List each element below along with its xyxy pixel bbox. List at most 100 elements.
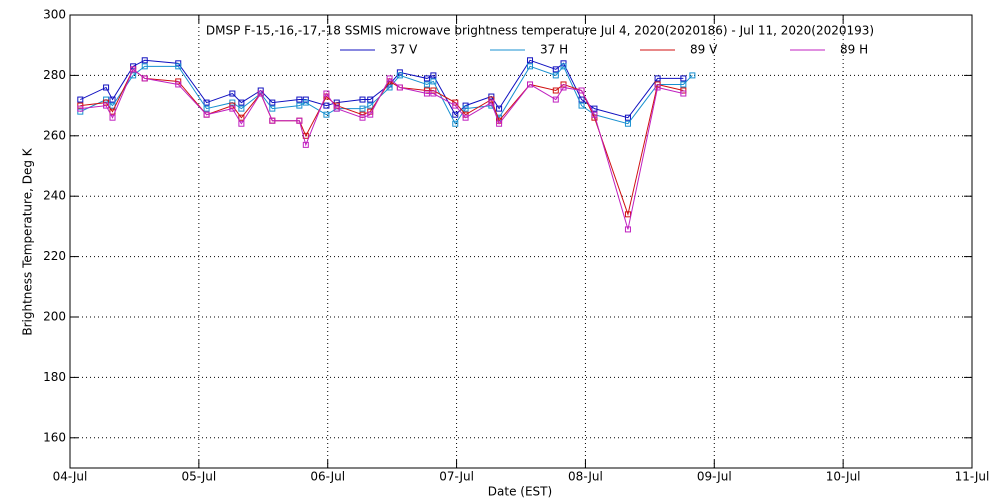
data-point bbox=[680, 75, 687, 82]
data-point bbox=[396, 72, 403, 79]
legend-label: 89 V bbox=[690, 43, 718, 57]
data-point bbox=[396, 84, 403, 91]
data-point bbox=[552, 66, 559, 73]
data-point bbox=[257, 90, 264, 97]
data-point bbox=[527, 81, 534, 88]
data-point bbox=[238, 114, 245, 121]
y-tick-label: 220 bbox=[43, 249, 66, 263]
data-point bbox=[430, 72, 437, 79]
data-point bbox=[591, 111, 598, 118]
data-point bbox=[296, 117, 303, 124]
data-point bbox=[103, 99, 110, 106]
data-point bbox=[302, 141, 309, 148]
data-point bbox=[430, 90, 437, 97]
data-point bbox=[452, 111, 459, 118]
data-point bbox=[323, 102, 330, 109]
data-point bbox=[624, 114, 631, 121]
data-point bbox=[238, 105, 245, 112]
data-point bbox=[269, 105, 276, 112]
data-point bbox=[302, 99, 309, 106]
data-point bbox=[462, 102, 469, 109]
data-point bbox=[203, 111, 210, 118]
data-point bbox=[552, 87, 559, 94]
data-point bbox=[103, 96, 110, 103]
plot-frame bbox=[69, 14, 973, 469]
data-point bbox=[103, 102, 110, 109]
data-point bbox=[430, 87, 437, 94]
data-point bbox=[527, 63, 534, 70]
data-point bbox=[488, 99, 495, 106]
data-point bbox=[77, 108, 84, 115]
data-point bbox=[175, 78, 182, 85]
data-point bbox=[130, 66, 137, 73]
data-point bbox=[203, 99, 210, 106]
data-point bbox=[229, 105, 236, 112]
data-point bbox=[689, 72, 696, 79]
x-tick-label: 06-Jul bbox=[310, 470, 345, 484]
data-point bbox=[552, 72, 559, 79]
x-axis-label: Date (EST) bbox=[488, 485, 552, 499]
x-tick-label: 04-Jul bbox=[53, 470, 88, 484]
data-point bbox=[560, 63, 567, 70]
y-tick-label: 280 bbox=[43, 68, 66, 82]
data-point bbox=[680, 90, 687, 97]
data-point bbox=[323, 90, 330, 97]
x-tick-label: 11-Jul bbox=[955, 470, 990, 484]
data-point bbox=[203, 105, 210, 112]
series-line bbox=[80, 68, 684, 230]
data-point bbox=[359, 96, 366, 103]
data-point bbox=[423, 90, 430, 97]
data-point bbox=[359, 114, 366, 121]
data-point bbox=[654, 81, 661, 88]
y-axis-label: Brightness Temperature, Deg K bbox=[21, 147, 35, 335]
data-point bbox=[238, 120, 245, 127]
data-point bbox=[77, 96, 84, 103]
data-point bbox=[109, 96, 116, 103]
data-point bbox=[496, 120, 503, 127]
data-point bbox=[527, 57, 534, 64]
data-point bbox=[624, 226, 631, 233]
data-point bbox=[624, 120, 631, 127]
data-point bbox=[680, 81, 687, 88]
data-point bbox=[591, 105, 598, 112]
data-point bbox=[296, 102, 303, 109]
legend-label: 37 H bbox=[540, 43, 568, 57]
data-point bbox=[560, 84, 567, 91]
x-tick-label: 05-Jul bbox=[181, 470, 216, 484]
y-tick-label: 300 bbox=[43, 8, 66, 22]
data-point bbox=[333, 105, 340, 112]
data-point bbox=[386, 84, 393, 91]
data-point bbox=[578, 102, 585, 109]
data-point bbox=[423, 87, 430, 94]
data-point bbox=[269, 99, 276, 106]
data-point bbox=[103, 84, 110, 91]
data-point bbox=[175, 63, 182, 70]
data-point bbox=[175, 81, 182, 88]
data-point bbox=[680, 87, 687, 94]
data-point bbox=[462, 105, 469, 112]
data-point bbox=[386, 75, 393, 82]
data-point bbox=[359, 105, 366, 112]
data-point bbox=[77, 102, 84, 109]
data-point bbox=[238, 99, 245, 106]
x-tick-label: 10-Jul bbox=[826, 470, 861, 484]
data-point bbox=[423, 81, 430, 88]
x-tick-label: 09-Jul bbox=[697, 470, 732, 484]
y-tick-label: 180 bbox=[43, 370, 66, 384]
data-point bbox=[430, 78, 437, 85]
data-point bbox=[367, 96, 374, 103]
data-point bbox=[141, 75, 148, 82]
data-point bbox=[77, 105, 84, 112]
x-tick-label: 07-Jul bbox=[439, 470, 474, 484]
y-tick-label: 240 bbox=[43, 189, 66, 203]
data-point bbox=[229, 102, 236, 109]
legend-label: 37 V bbox=[390, 43, 418, 57]
y-tick-label: 200 bbox=[43, 310, 66, 324]
data-point bbox=[367, 111, 374, 118]
data-point bbox=[175, 60, 182, 67]
data-point bbox=[452, 102, 459, 109]
chart-title: DMSP F-15,-16,-17,-18 SSMIS microwave br… bbox=[206, 24, 874, 38]
y-tick-label: 260 bbox=[43, 128, 66, 142]
data-point bbox=[654, 75, 661, 82]
